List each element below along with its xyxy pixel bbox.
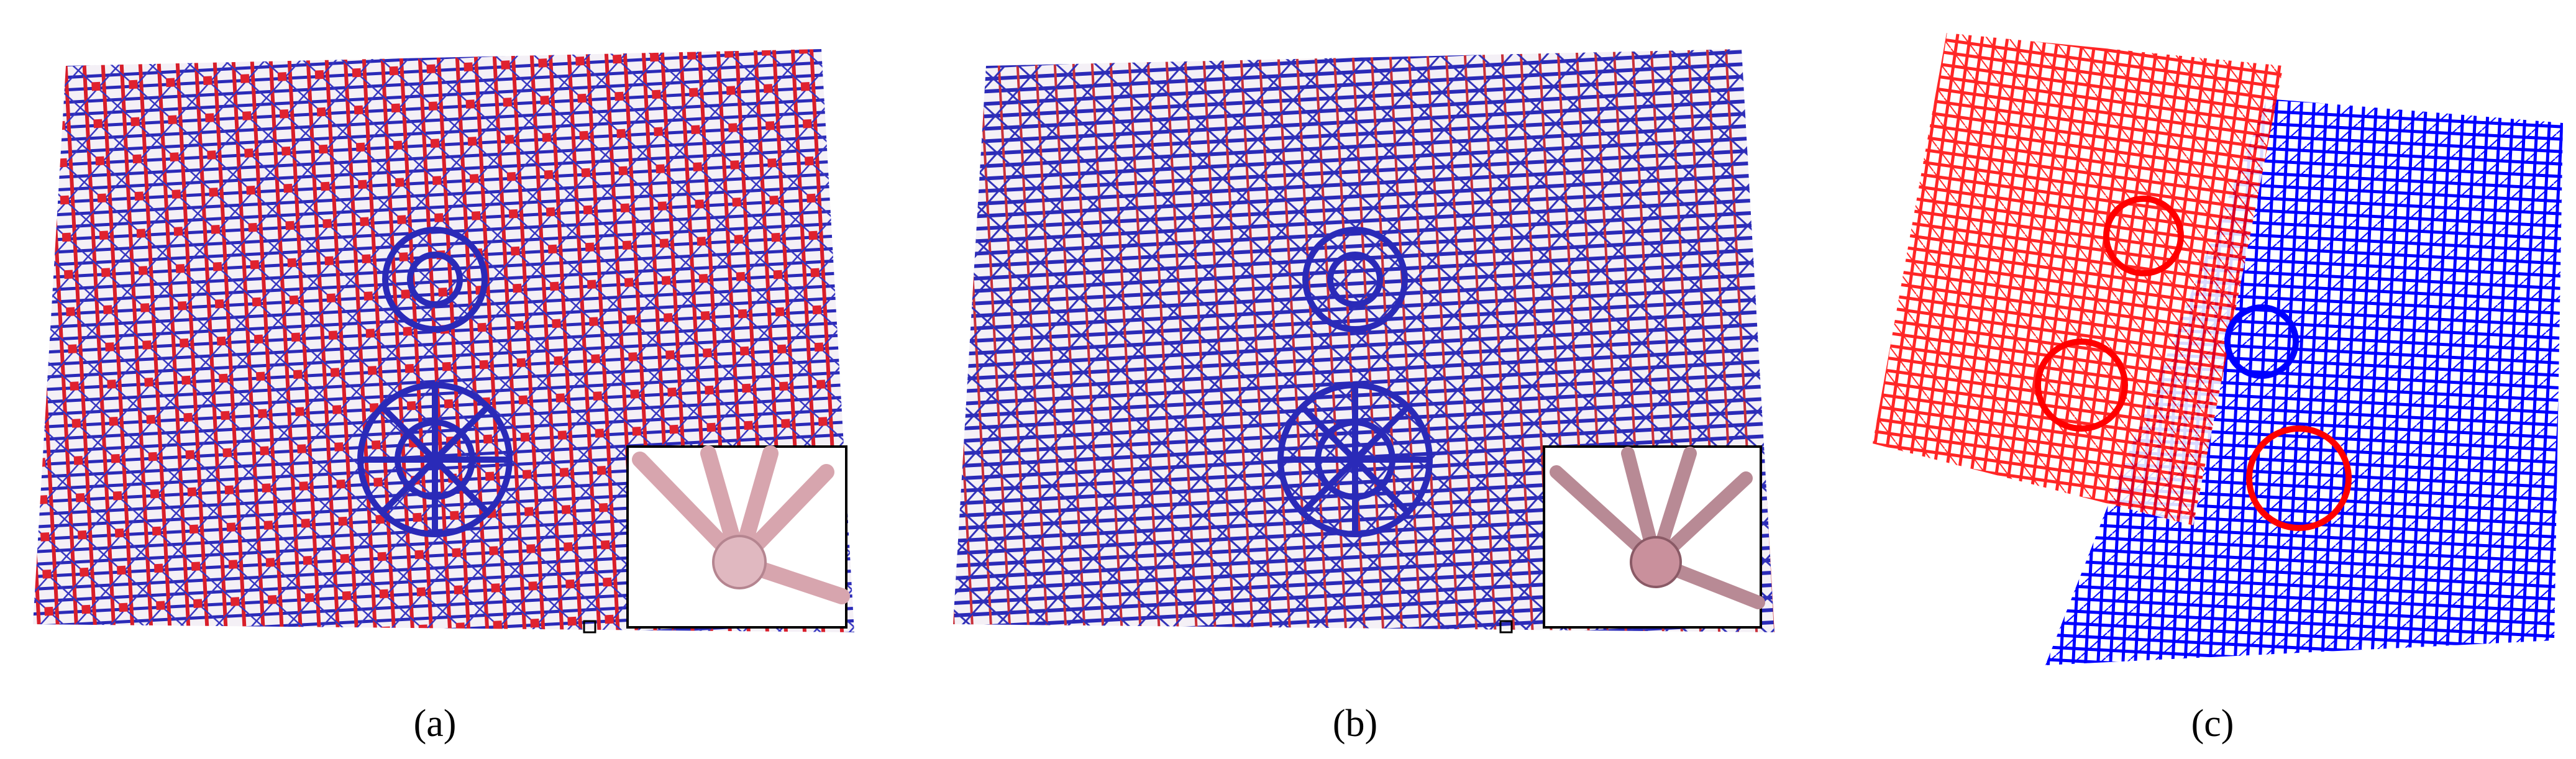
domes xyxy=(357,227,513,537)
inset xyxy=(626,445,850,629)
domes xyxy=(1277,227,1433,537)
inset xyxy=(1543,445,1765,629)
domes xyxy=(2035,196,2352,531)
point-cloud-blue xyxy=(2045,99,2563,665)
panel-label: (c) xyxy=(2191,702,2234,745)
panel-label: (a) xyxy=(414,702,457,745)
panel-c: (c) xyxy=(1873,33,2563,745)
panel-b: (b) xyxy=(953,49,1774,745)
zoom-marker xyxy=(1499,620,1513,634)
panel-label: (b) xyxy=(1333,702,1377,745)
point-cloud-red xyxy=(1873,33,2283,525)
panel-a: (a) xyxy=(33,49,854,745)
zoom-marker xyxy=(583,620,596,634)
